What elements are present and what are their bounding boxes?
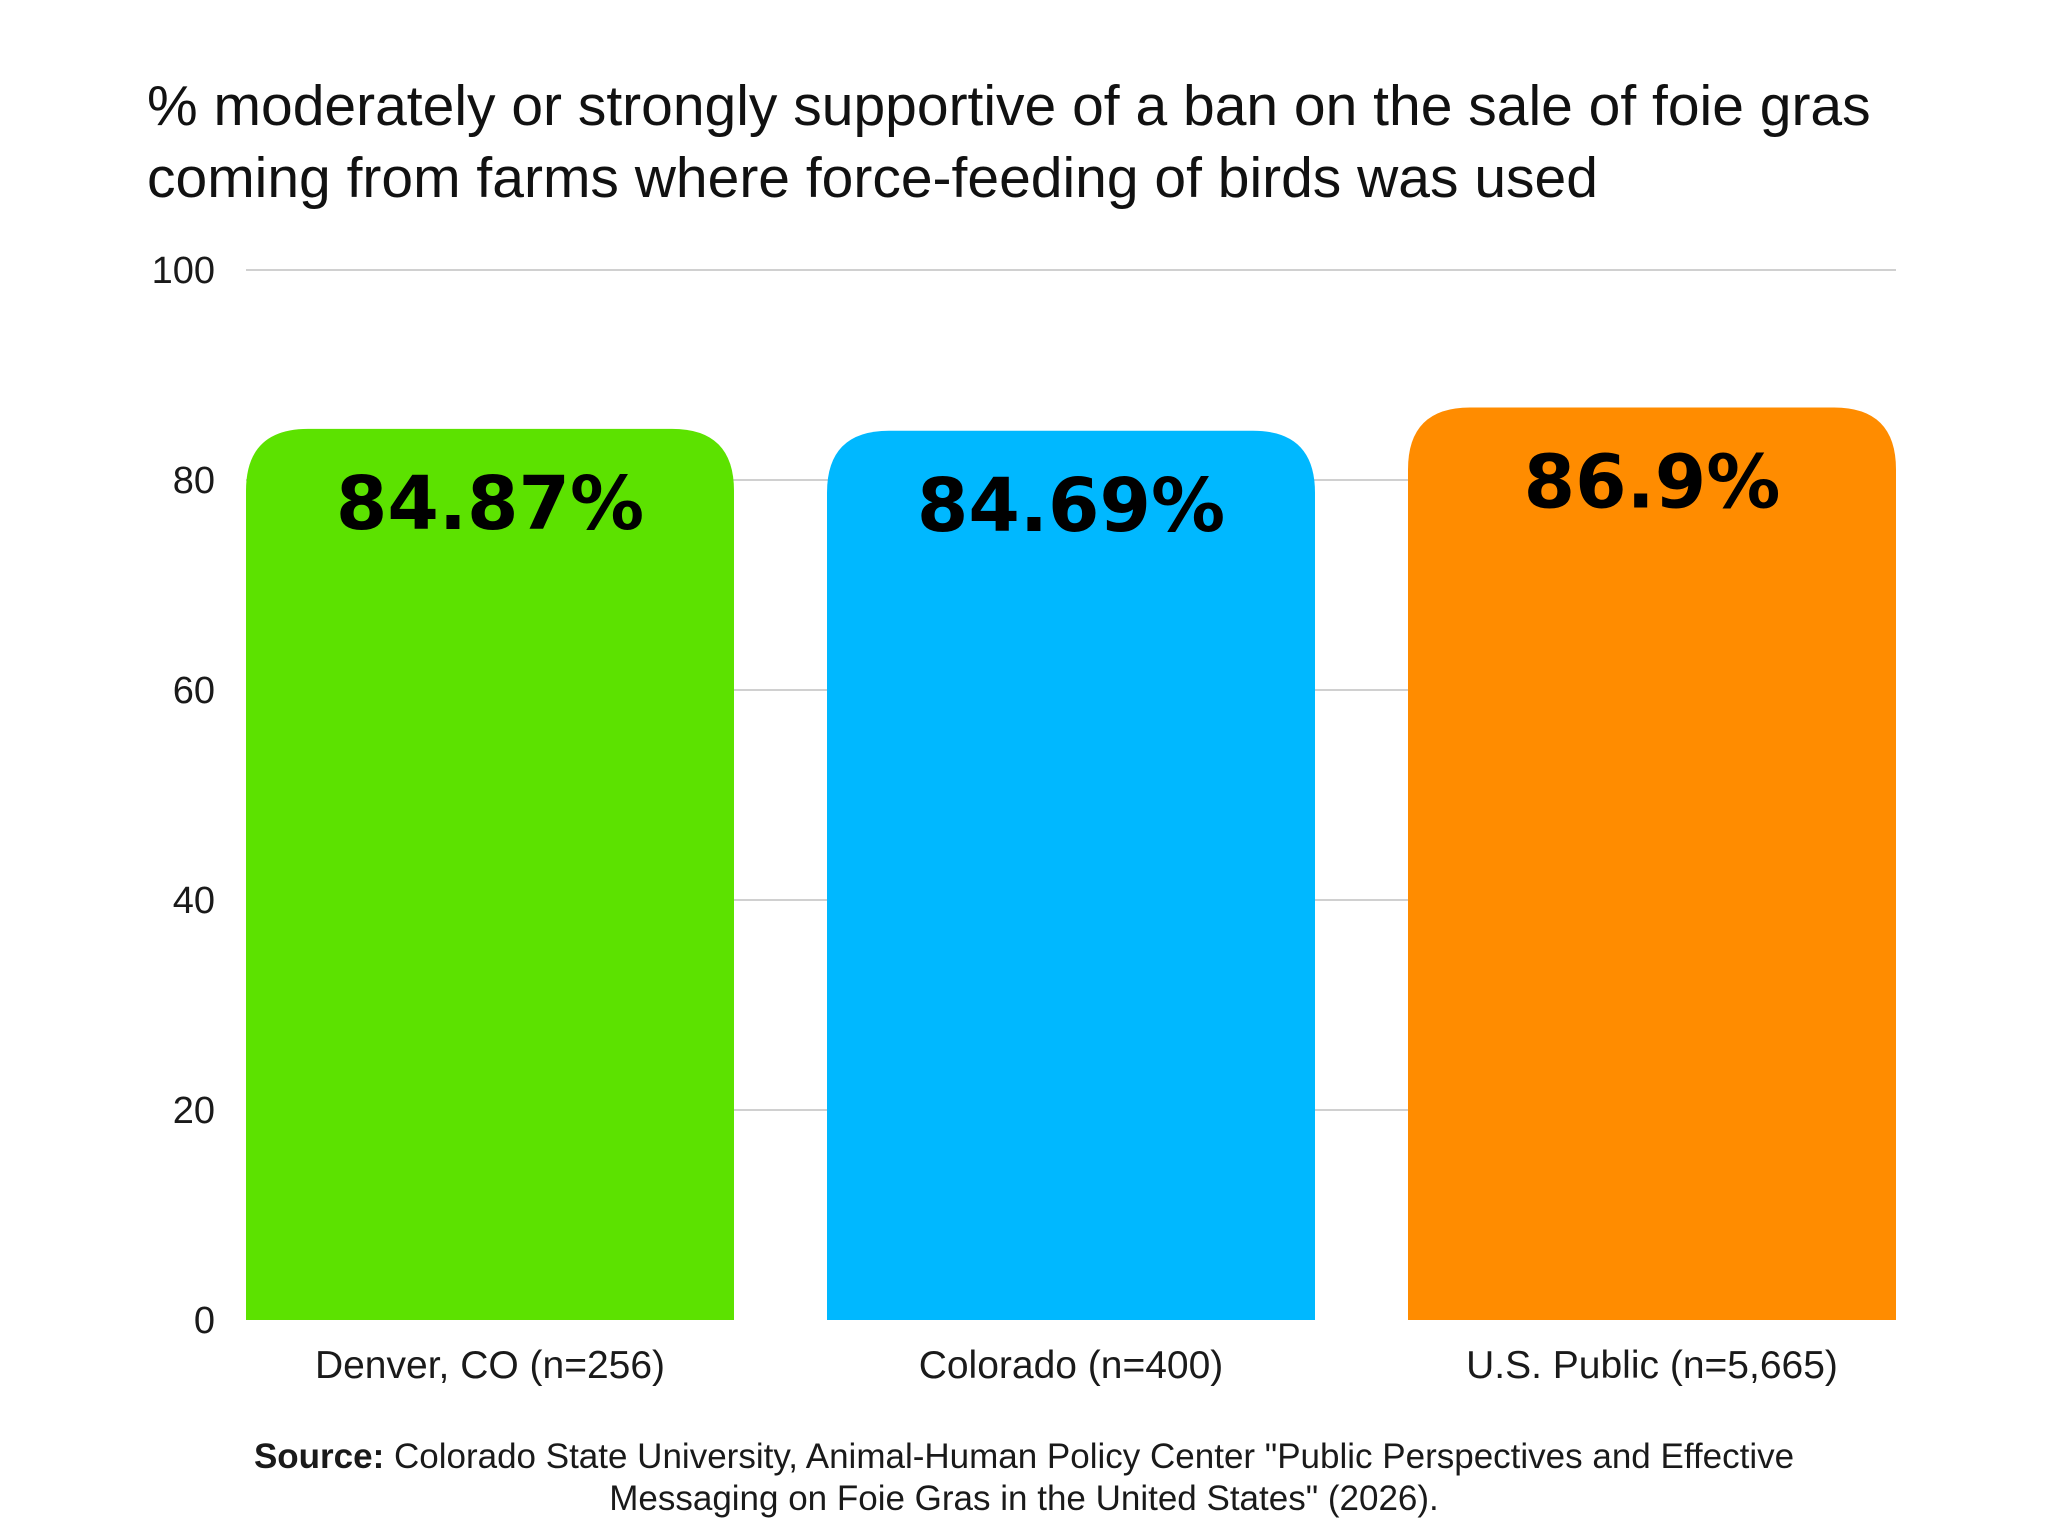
category-label-1: Denver, CO (n=256) bbox=[315, 1344, 665, 1387]
y-axis-ticks: 0 20 40 60 80 100 bbox=[152, 250, 215, 1342]
y-tick-label: 80 bbox=[173, 460, 215, 502]
data-label-3: 86.9% bbox=[1524, 440, 1781, 526]
bar-1 bbox=[246, 428, 734, 1320]
y-tick-label: 40 bbox=[173, 880, 215, 922]
chart-title: % moderately or strongly supportive of a… bbox=[147, 74, 1871, 210]
data-label-2: 84.69% bbox=[917, 463, 1225, 549]
source-note: Source: Colorado State University, Anima… bbox=[224, 1436, 1824, 1520]
source-label: Source: bbox=[253, 1437, 385, 1476]
category-label-2: Colorado (n=400) bbox=[919, 1344, 1224, 1387]
data-labels: 84.87% 84.69% 86.9% bbox=[336, 440, 1780, 549]
category-label-3: U.S. Public (n=5,665) bbox=[1466, 1344, 1838, 1387]
y-tick-label: 100 bbox=[152, 250, 215, 292]
y-tick-label: 60 bbox=[173, 670, 215, 712]
data-label-1: 84.87% bbox=[336, 461, 644, 547]
bars bbox=[246, 407, 1896, 1320]
y-tick-label: 0 bbox=[194, 1300, 215, 1342]
x-axis-categories: Denver, CO (n=256) Colorado (n=400) U.S. P… bbox=[315, 1344, 1838, 1387]
y-tick-label: 20 bbox=[173, 1090, 215, 1132]
bar-2 bbox=[827, 430, 1315, 1320]
bar-3 bbox=[1408, 407, 1896, 1320]
source-text: Colorado State University, Animal-Human … bbox=[384, 1437, 1795, 1518]
